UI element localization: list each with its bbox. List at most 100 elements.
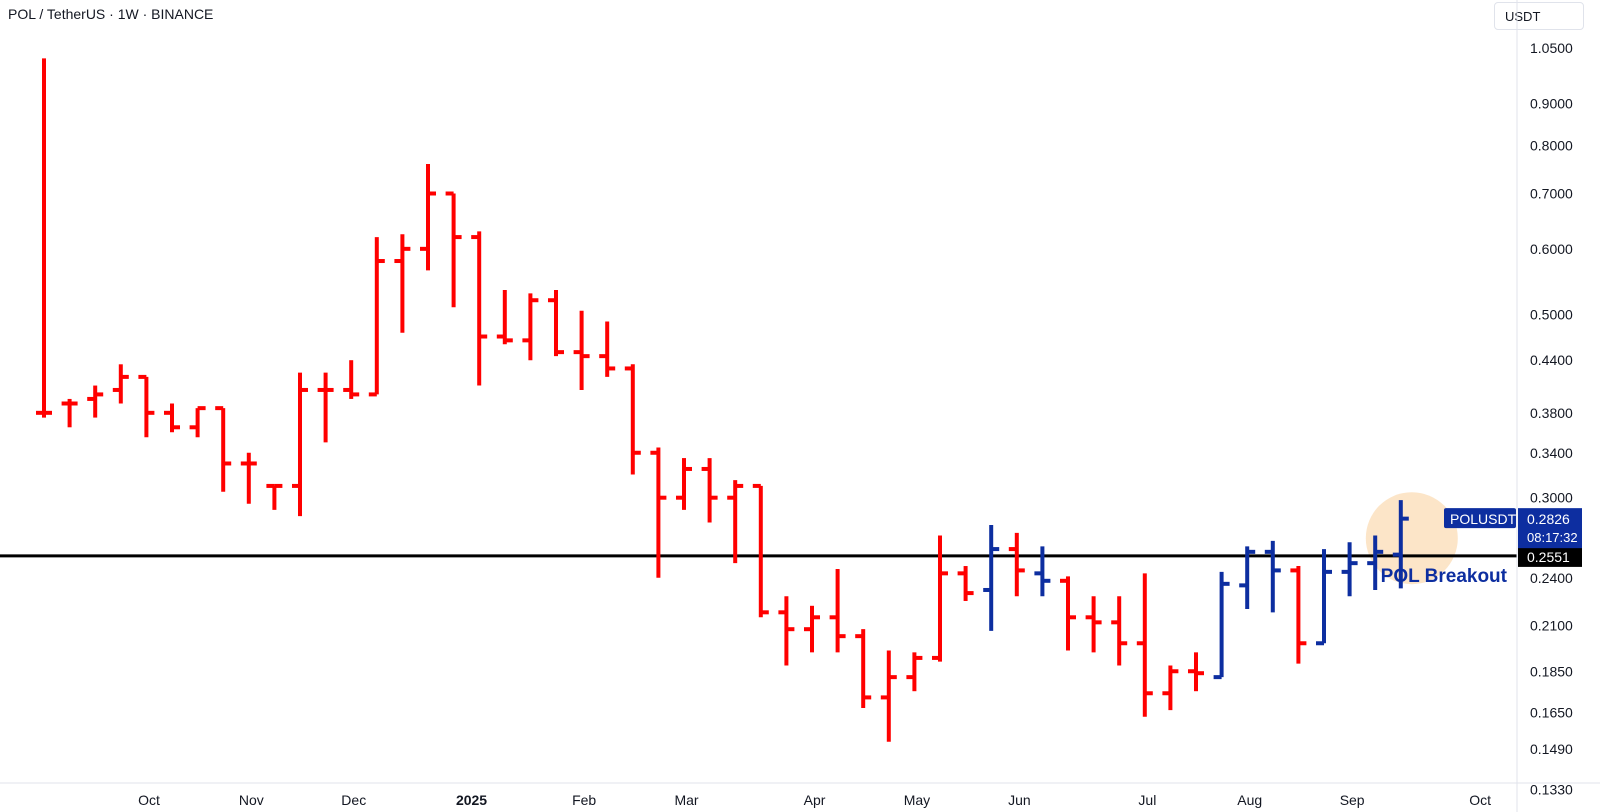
symbol-title[interactable]: POL / TetherUS · 1W · BINANCE bbox=[8, 6, 214, 22]
ohlc-bar[interactable] bbox=[1213, 571, 1230, 680]
price-tick-label: 0.3800 bbox=[1530, 405, 1573, 421]
ohlc-bar[interactable] bbox=[1316, 549, 1332, 646]
ohlc-bar[interactable] bbox=[880, 650, 897, 742]
ohlc-bar[interactable] bbox=[932, 535, 948, 662]
plot-area[interactable] bbox=[0, 58, 1517, 742]
ohlc-bar[interactable] bbox=[496, 290, 513, 345]
level-price-label: 0.2551 bbox=[1518, 544, 1582, 567]
ohlc-bar[interactable] bbox=[752, 483, 769, 618]
time-tick-label: Aug bbox=[1237, 792, 1262, 808]
last-price-value: 0.2826 bbox=[1527, 511, 1570, 527]
ohlc-bar[interactable] bbox=[1008, 532, 1025, 597]
ohlc-bar[interactable] bbox=[343, 360, 360, 399]
time-tick-label: Jul bbox=[1138, 792, 1156, 808]
ohlc-bar[interactable] bbox=[317, 372, 334, 443]
price-tick-label: 0.4400 bbox=[1530, 352, 1573, 368]
ohlc-bar[interactable] bbox=[87, 385, 104, 418]
bar-countdown: 08:17:32 bbox=[1527, 530, 1578, 545]
ohlc-bar[interactable] bbox=[1162, 665, 1179, 711]
ohlc-bar[interactable] bbox=[1136, 573, 1153, 717]
ohlc-bar[interactable] bbox=[471, 231, 488, 386]
ohlc-bar[interactable] bbox=[727, 480, 744, 564]
ohlc-bar[interactable] bbox=[61, 398, 78, 428]
ohlc-bar[interactable] bbox=[957, 566, 974, 601]
price-tick-label: 0.2400 bbox=[1530, 570, 1573, 586]
price-tick-label: 0.8000 bbox=[1530, 138, 1573, 154]
ohlc-bar[interactable] bbox=[650, 447, 667, 578]
time-axis[interactable]: Oct Nov Dec 2025 Feb Mar Apr May Jun Jul Aug Sep Oct bbox=[138, 792, 1491, 808]
time-tick-label: Oct bbox=[138, 792, 160, 808]
time-tick-label: 2025 bbox=[456, 792, 487, 808]
price-tick-label: 0.1850 bbox=[1530, 663, 1573, 679]
time-tick-label: Sep bbox=[1340, 792, 1365, 808]
price-tick-label: 0.3400 bbox=[1530, 445, 1573, 461]
price-tick-label: 0.1650 bbox=[1530, 704, 1573, 720]
ohlc-bar[interactable] bbox=[829, 568, 846, 653]
breakout-highlight-circle bbox=[1365, 492, 1458, 585]
ohlc-bar[interactable] bbox=[906, 652, 923, 692]
ohlc-bar[interactable] bbox=[445, 191, 462, 308]
price-tick-label: 1.0500 bbox=[1530, 40, 1573, 56]
price-tick-label: 0.3000 bbox=[1530, 490, 1573, 506]
ohlc-bar[interactable] bbox=[855, 629, 872, 709]
ohlc-bar[interactable] bbox=[599, 321, 616, 377]
ohlc-bar[interactable] bbox=[368, 237, 385, 397]
ohlc-bar[interactable] bbox=[1060, 576, 1076, 651]
currency-button[interactable]: USDT bbox=[1494, 2, 1584, 30]
ohlc-bar[interactable] bbox=[394, 234, 411, 333]
ohlc-bar[interactable] bbox=[778, 596, 795, 666]
price-tick-label: 0.9000 bbox=[1530, 95, 1573, 111]
ohlc-bar[interactable] bbox=[1034, 546, 1051, 597]
ohlc-bar[interactable] bbox=[1239, 546, 1256, 610]
ohlc-bar[interactable] bbox=[804, 605, 820, 653]
ohlc-bar[interactable] bbox=[1341, 542, 1358, 597]
ohlc-bar[interactable] bbox=[164, 403, 180, 433]
price-tick-label: 0.5000 bbox=[1530, 306, 1573, 322]
ohlc-bar[interactable] bbox=[36, 58, 52, 418]
ohlc-bar[interactable] bbox=[112, 364, 129, 404]
symbol-badge-text: POLUSDT bbox=[1450, 511, 1517, 527]
chart-header: POL / TetherUS · 1W · BINANCE bbox=[8, 6, 213, 22]
ohlc-bar[interactable] bbox=[292, 372, 308, 517]
ohlc-bar[interactable] bbox=[1290, 566, 1307, 664]
time-tick-label: Oct bbox=[1469, 792, 1491, 808]
ohlc-bar[interactable] bbox=[1188, 652, 1204, 692]
ohlc-bar[interactable] bbox=[624, 364, 641, 475]
time-tick-label: Nov bbox=[239, 792, 264, 808]
ohlc-bar[interactable] bbox=[701, 458, 718, 523]
time-tick-label: Jun bbox=[1008, 792, 1031, 808]
ohlc-bar[interactable] bbox=[548, 290, 564, 357]
time-tick-label: Mar bbox=[674, 792, 698, 808]
ohlc-bar[interactable] bbox=[676, 458, 692, 510]
price-tick-label: 0.2100 bbox=[1530, 618, 1573, 634]
time-tick-label: Apr bbox=[804, 792, 826, 808]
time-tick-label: May bbox=[904, 792, 930, 808]
price-tick-label: 0.1330 bbox=[1530, 782, 1573, 798]
ohlc-bar[interactable] bbox=[1367, 535, 1384, 590]
ohlc-bar[interactable] bbox=[1392, 500, 1409, 589]
ohlc-bar[interactable] bbox=[1264, 540, 1281, 613]
ohlc-bar[interactable] bbox=[138, 374, 155, 438]
breakout-annotation[interactable]: POL Breakout bbox=[1381, 566, 1508, 587]
overlays: POL Breakout bbox=[1381, 566, 1508, 587]
price-axis[interactable]: 1.0500 0.9000 0.8000 0.7000 0.6000 0.5000 0.44… bbox=[1444, 40, 1582, 798]
level-price-label-text: 0.2551 bbox=[1527, 549, 1570, 565]
ohlc-bar[interactable] bbox=[215, 406, 232, 492]
ohlc-bar[interactable] bbox=[189, 406, 206, 438]
ohlc-bar[interactable] bbox=[266, 483, 283, 510]
last-price-bg bbox=[1518, 508, 1582, 549]
level-price-label-bg bbox=[1518, 544, 1582, 567]
symbol-badge-bg bbox=[1444, 508, 1516, 529]
ohlc-bar[interactable] bbox=[240, 452, 257, 504]
ohlc-bar[interactable] bbox=[420, 163, 436, 271]
price-tick-label: 0.6000 bbox=[1530, 241, 1573, 257]
time-tick-label: Dec bbox=[341, 792, 366, 808]
ohlc-bar[interactable] bbox=[1111, 596, 1128, 666]
ohlc-bar[interactable] bbox=[983, 525, 1000, 631]
ohlc-bar[interactable] bbox=[1085, 596, 1102, 653]
currency-label: USDT bbox=[1505, 9, 1541, 24]
ohlc-bar[interactable] bbox=[522, 293, 539, 361]
price-tick-label: 0.1490 bbox=[1530, 741, 1573, 757]
ohlc-bar[interactable] bbox=[573, 310, 590, 390]
